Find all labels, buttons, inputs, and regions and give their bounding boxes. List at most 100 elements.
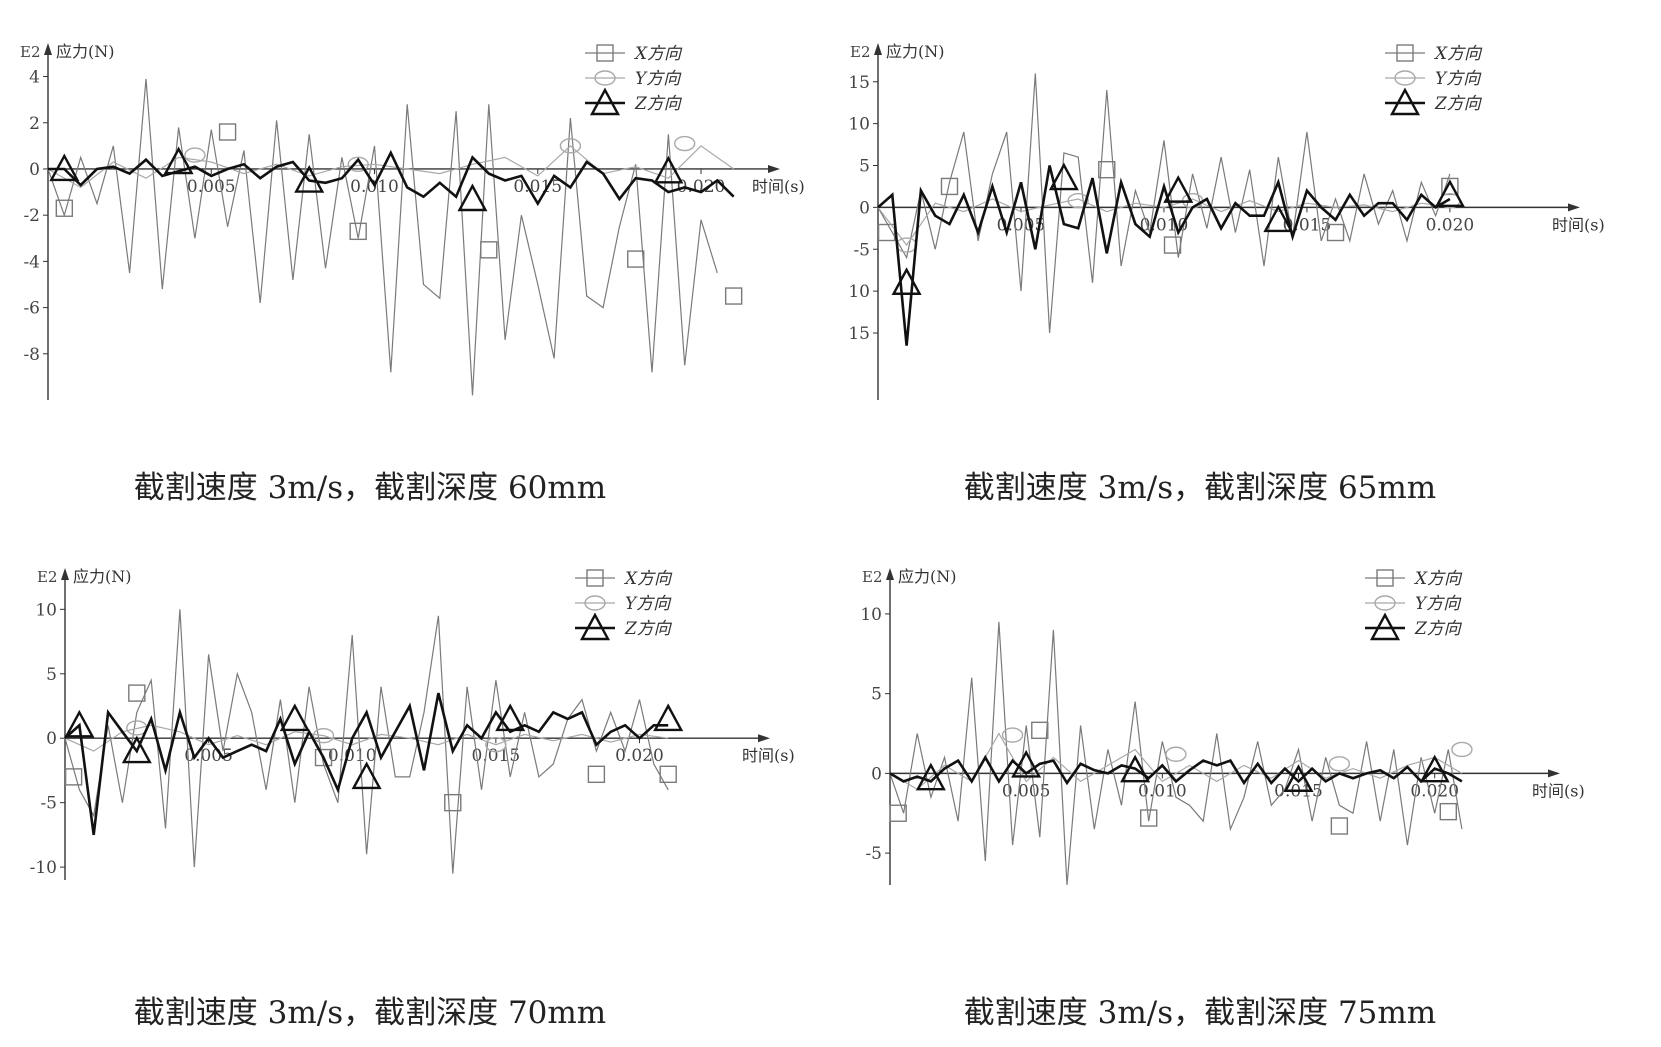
x-tick-label: 0.010 bbox=[1138, 781, 1187, 801]
y-tick-label: 0 bbox=[46, 729, 57, 749]
y-axis-label: 应力(N) bbox=[73, 567, 132, 586]
y-tick-label: -8 bbox=[23, 345, 40, 365]
series-line-y bbox=[47, 145, 735, 189]
circle-marker bbox=[347, 156, 369, 173]
y-tick-label: -6 bbox=[23, 299, 40, 319]
circle-marker bbox=[673, 135, 696, 152]
chart-caption: 截割速度 3m/s，截割深度 70mm bbox=[133, 995, 607, 1031]
circle-marker bbox=[184, 147, 206, 163]
triangle-marker bbox=[1048, 162, 1079, 191]
series-line-z bbox=[889, 754, 1463, 786]
axis-multiplier: E2 bbox=[862, 568, 883, 586]
legend-entry: Z方向 bbox=[624, 619, 673, 639]
circle-marker bbox=[1374, 595, 1396, 611]
square-marker bbox=[940, 177, 959, 196]
circle-marker bbox=[485, 736, 507, 753]
y-tick-label: 10 bbox=[860, 605, 882, 625]
legend-entry: Z方向 bbox=[1434, 94, 1483, 114]
triangle-marker bbox=[891, 267, 922, 295]
x-axis-arrow-icon bbox=[758, 734, 770, 743]
square-marker bbox=[596, 44, 614, 62]
square-marker bbox=[724, 287, 743, 305]
triangle-marker bbox=[457, 183, 488, 212]
y-tick-label: -10 bbox=[30, 858, 57, 878]
triangle-marker bbox=[294, 164, 325, 193]
square-marker bbox=[1376, 569, 1394, 587]
triangle-marker bbox=[279, 703, 310, 732]
chart-svg: E2 应力(N)时间(s)420-2-4-6-80.005 0.010 0.015 0.… bbox=[20, 42, 805, 400]
series-line-z bbox=[877, 165, 1451, 346]
circle-marker bbox=[1165, 746, 1187, 762]
y-tick-label: -2 bbox=[23, 206, 40, 226]
square-marker bbox=[55, 199, 74, 217]
chart-panel: E2 应力(N) 时间(s) 10 5 0 -5 -10 0.005 0.010 0.015 0.02… bbox=[20, 545, 820, 1045]
x-axis-label: 时间(s) bbox=[752, 177, 805, 196]
x-tick-label: 0.005 bbox=[1002, 781, 1051, 801]
legend-entry: X方向 bbox=[1413, 569, 1463, 589]
square-marker bbox=[627, 250, 645, 268]
square-marker bbox=[1441, 177, 1459, 196]
legend-entry: Y方向 bbox=[635, 69, 682, 89]
y-tick-label: 0 bbox=[859, 198, 870, 218]
triangle-marker bbox=[915, 762, 946, 791]
triangle-marker bbox=[351, 761, 382, 790]
square-marker bbox=[587, 765, 606, 784]
series-line-x bbox=[877, 73, 1451, 334]
square-marker bbox=[1326, 223, 1345, 242]
square-marker bbox=[314, 748, 333, 767]
x-axis-arrow-icon bbox=[1568, 203, 1580, 212]
series-line-z bbox=[48, 149, 735, 207]
y-axis-label: 应力(N) bbox=[56, 42, 115, 61]
y-tick-label: 10 bbox=[850, 115, 870, 135]
y-tick-label: -15 bbox=[850, 324, 870, 344]
circle-marker bbox=[1394, 70, 1416, 86]
circle-marker bbox=[1328, 756, 1351, 772]
legend-entry: Y方向 bbox=[1435, 69, 1482, 89]
legend-entry: X方向 bbox=[623, 569, 673, 589]
series-line-x bbox=[64, 609, 669, 874]
x-tick-label: 0.020 bbox=[1410, 781, 1459, 801]
legend-entry: Y方向 bbox=[625, 594, 672, 614]
square-marker bbox=[1163, 236, 1182, 254]
y-axis-arrow-icon bbox=[61, 568, 69, 580]
square-marker bbox=[480, 241, 498, 259]
triangle-marker bbox=[1389, 87, 1421, 116]
y-tick-label: 2 bbox=[29, 114, 40, 134]
circle-marker bbox=[1451, 741, 1473, 758]
triangle-marker bbox=[49, 153, 80, 182]
legend-entry: Z方向 bbox=[1414, 619, 1463, 639]
square-marker bbox=[1330, 817, 1349, 835]
chart-svg: E2应力(N)时间(s)151050-5-10-150.0050.0100.01… bbox=[850, 42, 1605, 400]
circle-marker bbox=[1001, 727, 1024, 743]
triangle-marker bbox=[1011, 749, 1042, 778]
y-tick-label: -4 bbox=[23, 252, 40, 272]
circle-marker bbox=[559, 138, 582, 154]
x-axis-arrow-icon bbox=[1548, 769, 1560, 778]
y-axis-arrow-icon bbox=[874, 43, 882, 55]
chart-panel: E2应力(N)时间(s)151050-5-10-150.0050.0100.01… bbox=[850, 20, 1650, 520]
y-tick-label: 0 bbox=[29, 160, 40, 180]
x-tick-label: 0.020 bbox=[1426, 215, 1475, 235]
legend-entry: Z方向 bbox=[634, 94, 683, 114]
x-axis-label: 时间(s) bbox=[742, 746, 795, 765]
triangle-marker bbox=[121, 735, 152, 764]
triangle-marker bbox=[163, 146, 194, 175]
square-marker bbox=[1439, 802, 1457, 821]
square-marker bbox=[586, 569, 604, 587]
triangle-marker bbox=[1419, 754, 1450, 783]
y-tick-label: -5 bbox=[40, 794, 57, 814]
triangle-marker bbox=[579, 612, 611, 641]
square-marker bbox=[1031, 721, 1049, 740]
y-axis-arrow-icon bbox=[44, 43, 52, 55]
triangle-marker bbox=[1263, 204, 1294, 233]
series-line-y bbox=[877, 198, 1450, 247]
chart-panel: E2 应力(N) 时间(s) 10 5 0 -5 0.005 0.010 0.015 0.020 X方… bbox=[850, 545, 1650, 1045]
triangle-marker bbox=[64, 709, 95, 738]
series-line-z bbox=[64, 692, 669, 836]
x-tick-label: 0.010 bbox=[328, 746, 377, 766]
axis-multiplier: E2 bbox=[20, 43, 41, 61]
chart-caption: 截割速度 3m/s，截割深度 60mm bbox=[133, 470, 607, 506]
y-tick-label: 5 bbox=[46, 665, 57, 685]
y-tick-label: -10 bbox=[850, 282, 870, 302]
